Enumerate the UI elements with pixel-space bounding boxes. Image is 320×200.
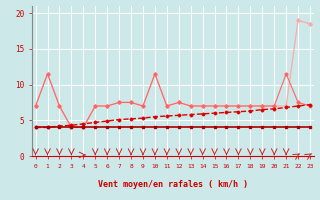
X-axis label: Vent moyen/en rafales ( km/h ): Vent moyen/en rafales ( km/h ) (98, 180, 248, 189)
